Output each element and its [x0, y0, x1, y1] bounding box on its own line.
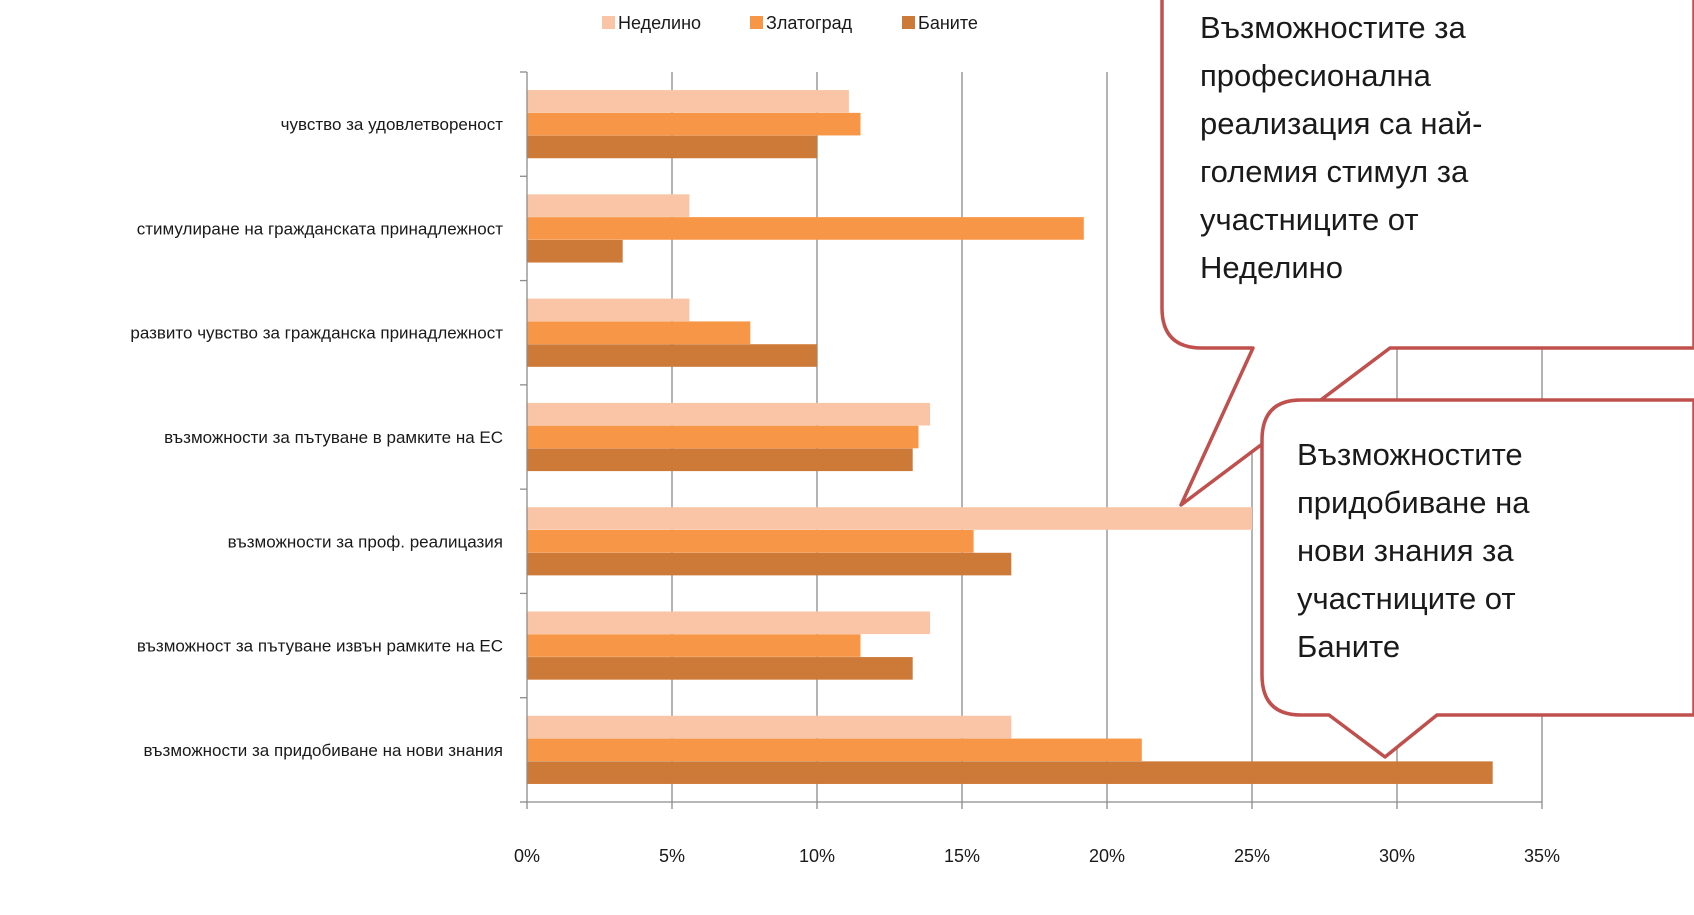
category-label: възможност за пътуване извън рамките на … [137, 637, 503, 656]
callout-text-line: Баните [1297, 629, 1400, 664]
legend: Неделино Златоград Баните [602, 13, 978, 33]
callout-text-line: професионална [1200, 58, 1432, 93]
callout-text-line: Неделино [1200, 250, 1343, 285]
bars [527, 90, 1493, 784]
callouts: Възможностите за професионална реализация … [1160, 0, 1694, 759]
bar [527, 112, 861, 136]
bar [527, 239, 623, 263]
callout: Възможностите за професионална реализация … [1160, 0, 1694, 507]
bar [527, 344, 817, 367]
callout-text-line: участниците от [1297, 581, 1516, 616]
bar [527, 135, 817, 159]
bar [527, 425, 919, 449]
bar [527, 194, 690, 217]
callout-balloon [1160, 0, 1694, 507]
callout: Възможностите придобиване на нови знания з… [1260, 398, 1694, 759]
category-label: възможности за придобиване на нови знани… [143, 741, 503, 760]
bar [527, 634, 861, 657]
legend-swatch [602, 16, 615, 29]
x-tick-label: 10% [799, 846, 835, 866]
category-labels: чувство за удовлетвореност стимулиране на… [130, 115, 503, 760]
callout-text-line: нови знания за [1297, 533, 1514, 568]
legend-label: Златоград [766, 13, 853, 33]
callout-text-line: Възможностите за [1200, 10, 1466, 45]
callout-text-line: Възможностите [1297, 437, 1523, 472]
bar [527, 657, 913, 680]
bar [527, 217, 1084, 240]
bar [527, 715, 1012, 739]
x-tick-labels: 0% 5% 10% 15% 20% 25% 30% 35% [514, 846, 1560, 866]
category-label: чувство за удовлетвореност [281, 115, 504, 134]
bar [527, 507, 1252, 530]
callout-text-line: реализация са най- [1200, 106, 1482, 141]
bar [527, 529, 974, 553]
legend-item: Златоград [750, 13, 853, 33]
x-tick-label: 15% [944, 846, 980, 866]
category-label: развито чувство за гражданска принадлежн… [130, 324, 503, 343]
x-tick-label: 20% [1089, 846, 1125, 866]
bar [527, 552, 1012, 576]
x-tick-label: 25% [1234, 846, 1270, 866]
x-tick-label: 30% [1379, 846, 1415, 866]
legend-item: Неделино [602, 13, 701, 33]
axis [520, 71, 1543, 809]
bar [527, 611, 931, 635]
bar [527, 298, 690, 322]
callout-text-line: придобиване на [1297, 485, 1530, 520]
category-label: стимулиране на гражданската принадлежнос… [137, 219, 503, 238]
legend-label: Баните [918, 13, 978, 33]
callout-text-line: участниците от [1200, 202, 1419, 237]
bar [527, 402, 931, 426]
legend-item: Баните [902, 13, 978, 33]
bar [527, 761, 1493, 784]
callout-balloon [1260, 398, 1694, 759]
legend-swatch [902, 16, 915, 29]
x-tick-label: 5% [659, 846, 685, 866]
category-label: възможности за проф. реалицазия [228, 532, 503, 551]
callout-text-line: големия стимул за [1200, 154, 1469, 189]
bar [527, 90, 849, 113]
x-tick-label: 0% [514, 846, 540, 866]
x-tick-label: 35% [1524, 846, 1560, 866]
bar [527, 738, 1142, 762]
legend-label: Неделино [618, 13, 701, 33]
category-label: възможности за пътуване в рамките на ЕС [164, 428, 503, 447]
bar [527, 448, 913, 472]
bar [527, 321, 751, 345]
legend-swatch [750, 16, 763, 29]
